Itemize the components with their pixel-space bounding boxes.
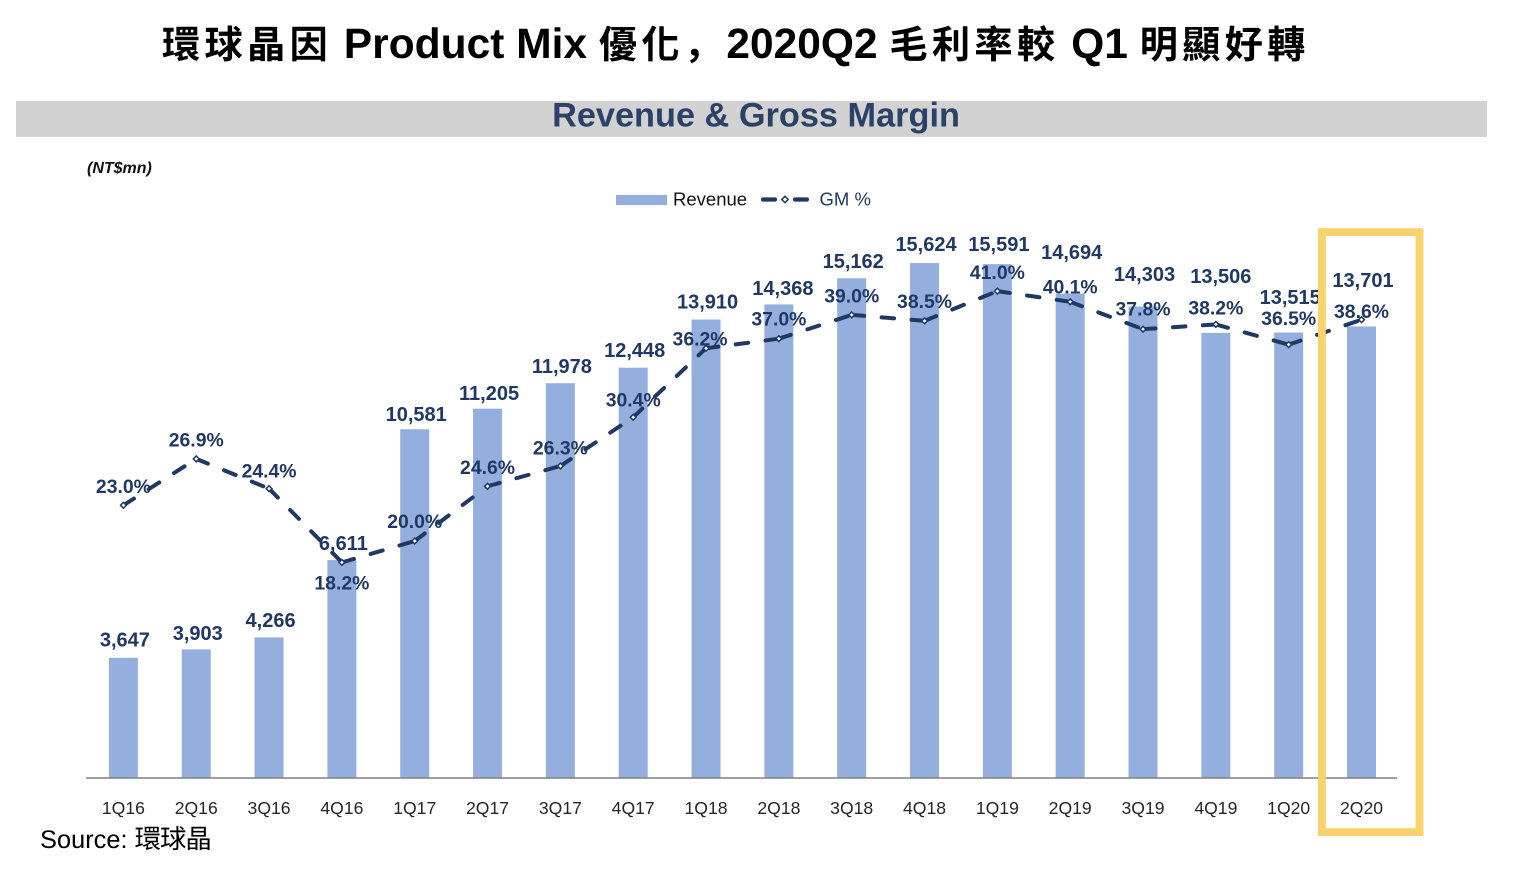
svg-text:1Q19: 1Q19 bbox=[976, 798, 1019, 818]
svg-text:36.5%: 36.5% bbox=[1261, 308, 1316, 330]
svg-text:1Q17: 1Q17 bbox=[393, 798, 436, 818]
svg-text:15,624: 15,624 bbox=[895, 234, 957, 256]
svg-text:15,162: 15,162 bbox=[823, 251, 884, 273]
svg-text:Revenue & Gross Margin: Revenue & Gross Margin bbox=[552, 97, 960, 135]
svg-text:3Q18: 3Q18 bbox=[830, 798, 873, 818]
svg-text:13,910: 13,910 bbox=[677, 292, 738, 314]
svg-text:26.3%: 26.3% bbox=[533, 438, 588, 460]
svg-text:11,978: 11,978 bbox=[532, 356, 592, 378]
svg-text:1Q20: 1Q20 bbox=[1267, 798, 1310, 818]
svg-text:13,515: 13,515 bbox=[1260, 287, 1321, 309]
svg-text:13,701: 13,701 bbox=[1332, 270, 1393, 292]
svg-text:2Q20: 2Q20 bbox=[1340, 798, 1383, 818]
svg-text:12,448: 12,448 bbox=[604, 340, 665, 362]
svg-text:20.0%: 20.0% bbox=[387, 511, 442, 533]
svg-text:24.6%: 24.6% bbox=[460, 457, 515, 479]
svg-text:4Q16: 4Q16 bbox=[320, 798, 363, 818]
svg-text:3Q19: 3Q19 bbox=[1121, 798, 1164, 818]
svg-text:14,368: 14,368 bbox=[752, 278, 813, 300]
svg-text:39.0%: 39.0% bbox=[824, 286, 879, 308]
svg-text:11,205: 11,205 bbox=[459, 383, 519, 405]
svg-text:1Q18: 1Q18 bbox=[685, 798, 728, 818]
svg-text:2Q16: 2Q16 bbox=[175, 798, 218, 818]
svg-text:4Q17: 4Q17 bbox=[612, 798, 655, 818]
svg-text:3Q17: 3Q17 bbox=[539, 798, 582, 818]
svg-text:38.2%: 38.2% bbox=[1188, 297, 1243, 319]
svg-text:4Q19: 4Q19 bbox=[1194, 798, 1237, 818]
svg-text:15,591: 15,591 bbox=[968, 234, 1029, 256]
svg-text:24.4%: 24.4% bbox=[242, 460, 297, 482]
svg-text:14,303: 14,303 bbox=[1114, 264, 1175, 286]
svg-text:1Q16: 1Q16 bbox=[102, 798, 145, 818]
svg-text:36.2%: 36.2% bbox=[673, 328, 728, 350]
svg-text:GM %: GM % bbox=[820, 189, 871, 210]
svg-text:23.0%: 23.0% bbox=[96, 476, 151, 498]
svg-text:37.8%: 37.8% bbox=[1116, 299, 1171, 321]
svg-text:6,611: 6,611 bbox=[319, 533, 368, 555]
svg-text:3Q16: 3Q16 bbox=[248, 798, 291, 818]
svg-text:14,694: 14,694 bbox=[1041, 242, 1103, 264]
svg-text:2Q19: 2Q19 bbox=[1049, 798, 1092, 818]
svg-text:4,266: 4,266 bbox=[246, 610, 296, 632]
svg-text:38.6%: 38.6% bbox=[1334, 301, 1389, 323]
svg-text:13,506: 13,506 bbox=[1190, 266, 1251, 288]
svg-text:38.5%: 38.5% bbox=[897, 291, 952, 313]
svg-text:2Q17: 2Q17 bbox=[466, 798, 509, 818]
svg-text:(NT$mn): (NT$mn) bbox=[87, 160, 152, 177]
svg-text:Revenue: Revenue bbox=[673, 189, 747, 210]
svg-text:10,581: 10,581 bbox=[386, 404, 447, 426]
svg-text:40.1%: 40.1% bbox=[1043, 276, 1098, 298]
svg-text:2Q18: 2Q18 bbox=[757, 798, 800, 818]
svg-text:30.4%: 30.4% bbox=[606, 389, 661, 411]
svg-text:4Q18: 4Q18 bbox=[903, 798, 946, 818]
svg-text:41.0%: 41.0% bbox=[970, 262, 1025, 284]
svg-text:3,647: 3,647 bbox=[100, 630, 150, 652]
svg-text:3,903: 3,903 bbox=[173, 623, 223, 645]
svg-text:18.2%: 18.2% bbox=[314, 572, 369, 594]
svg-text:37.0%: 37.0% bbox=[751, 309, 806, 331]
svg-text:26.9%: 26.9% bbox=[169, 429, 224, 451]
